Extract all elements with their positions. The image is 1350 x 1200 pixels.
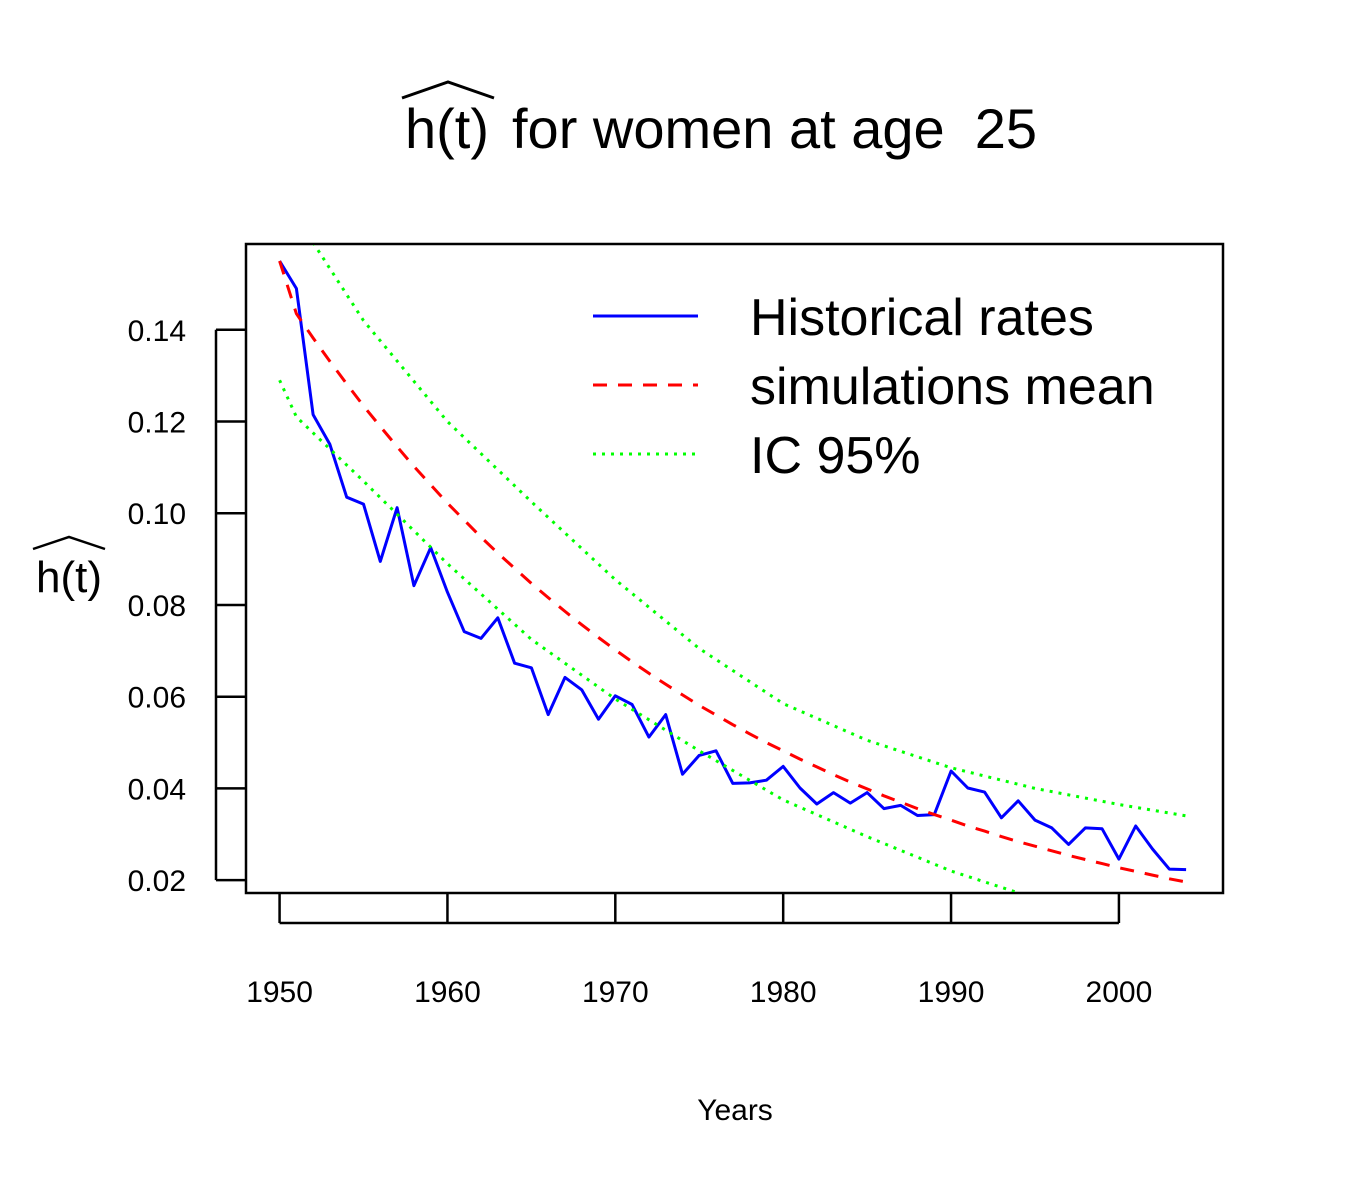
y-tick-label: 0.14 [128, 315, 186, 348]
y-tick-label: 0.06 [128, 682, 186, 715]
y-tick-label: 0.08 [128, 590, 186, 623]
title-expression: h(t) [405, 97, 489, 160]
series-line-ic-95-upper [312, 245, 1187, 818]
x-tick-label: 1990 [918, 976, 985, 1009]
y-axis-label-text: h(t) [36, 553, 102, 602]
title-age: 25 [975, 97, 1037, 160]
legend-label: Historical rates [750, 289, 1094, 347]
legend: Historical rates simulations mean IC 95% [593, 289, 1155, 485]
title-hat-mark [401, 80, 495, 100]
series-line-simulations-mean [278, 260, 1187, 884]
x-tick-label: 1980 [750, 976, 817, 1009]
y-tick-label: 0.04 [128, 773, 186, 806]
series-line-historical-rates [278, 260, 1187, 872]
y-axis: 0.02 0.04 0.06 0.08 0.10 0.12 0.14 [128, 315, 246, 898]
y-tick-label: 0.12 [128, 407, 186, 440]
x-tick-label: 2000 [1086, 976, 1153, 1009]
legend-label: simulations mean [750, 358, 1155, 416]
x-axis-label: Years [697, 1094, 773, 1127]
x-tick-label: 1970 [582, 976, 649, 1009]
legend-label: IC 95% [750, 427, 921, 485]
series-line-ic-95-lower [278, 379, 1021, 892]
x-tick-label: 1950 [246, 976, 313, 1009]
x-tick-label: 1960 [414, 976, 481, 1009]
x-axis: 1950 1960 1970 1980 1990 2000 [246, 893, 1152, 1009]
y-axis-label: h(t) [32, 535, 106, 602]
plot-frame [244, 242, 1225, 895]
series-layer [278, 245, 1187, 892]
y-tick-label: 0.10 [128, 498, 186, 531]
title-text: for women at age [512, 97, 945, 160]
y-axis-label-hat [32, 535, 106, 551]
chart-title: h(t) for women at age 25 [401, 80, 1037, 160]
y-tick-label: 0.02 [128, 865, 186, 898]
